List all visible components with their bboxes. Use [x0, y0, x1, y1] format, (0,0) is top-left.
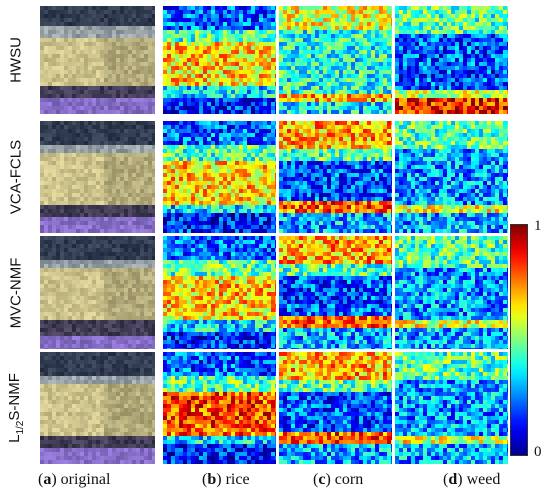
row-label-hwsu: HWSU — [7, 36, 25, 83]
caption-weed: (d) weed — [443, 471, 501, 488]
caption-corn: (c) corn — [313, 471, 364, 488]
panel-hwsu-rice — [163, 6, 276, 114]
colorbar-min-label: 0 — [534, 444, 542, 460]
panel-vca-fcls-rice — [163, 121, 276, 233]
panel-hwsu-original — [40, 6, 155, 114]
caption-original: (a) original — [38, 471, 111, 488]
l12s-nmf-text: L1/2S-NMF — [6, 373, 26, 443]
panel-hwsu-corn — [279, 6, 392, 114]
panel-mvc-nmf-corn — [279, 236, 392, 349]
panel-mvc-nmf-rice — [163, 236, 276, 349]
row-label-l12s-nmf: L1/2S-NMF — [6, 352, 26, 464]
panel-hwsu-weed — [395, 6, 508, 114]
panel-l12s-nmf-rice — [163, 352, 276, 464]
panel-l12s-nmf-corn — [279, 352, 392, 464]
panel-l12s-nmf-weed — [395, 352, 508, 464]
panel-l12s-nmf-original — [40, 352, 155, 464]
colorbar-max-label: 1 — [534, 218, 542, 234]
panel-vca-fcls-corn — [279, 121, 392, 233]
panel-mvc-nmf-weed — [395, 236, 508, 349]
panel-mvc-nmf-original — [40, 236, 155, 349]
row-label-mvc-nmf: MVC-NMF — [7, 257, 25, 328]
panel-vca-fcls-original — [40, 121, 155, 233]
panel-vca-fcls-weed — [395, 121, 508, 233]
colorbar — [510, 224, 528, 456]
caption-rice: (b) rice — [202, 471, 250, 488]
row-label-vca-fcls: VCA-FCLS — [7, 139, 25, 215]
